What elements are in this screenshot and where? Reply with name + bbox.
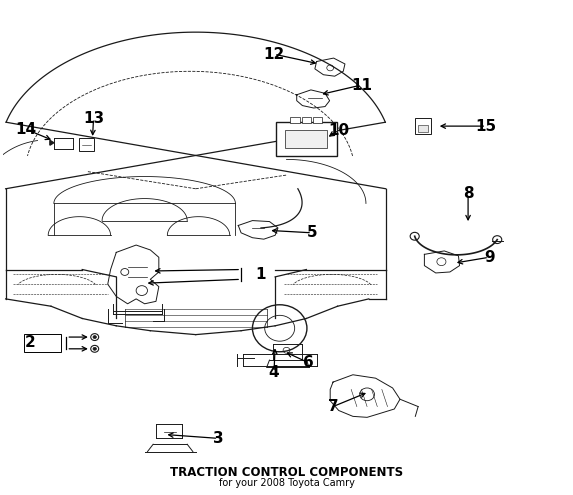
Text: 6: 6 <box>303 355 313 370</box>
Text: 13: 13 <box>83 111 104 126</box>
Text: 10: 10 <box>328 123 350 138</box>
Text: 1: 1 <box>256 267 266 282</box>
Text: 15: 15 <box>476 119 497 134</box>
Text: TRACTION CONTROL COMPONENTS: TRACTION CONTROL COMPONENTS <box>170 466 403 479</box>
Text: 9: 9 <box>484 250 494 265</box>
Circle shape <box>93 336 96 339</box>
Text: 5: 5 <box>307 225 317 240</box>
FancyBboxPatch shape <box>80 139 94 151</box>
Text: 7: 7 <box>328 399 338 414</box>
FancyBboxPatch shape <box>415 118 431 135</box>
Text: 12: 12 <box>264 47 285 62</box>
FancyBboxPatch shape <box>291 117 300 123</box>
Text: 3: 3 <box>213 431 223 446</box>
FancyBboxPatch shape <box>418 125 428 132</box>
Text: 2: 2 <box>25 336 36 350</box>
FancyBboxPatch shape <box>302 117 311 123</box>
Text: 4: 4 <box>269 365 279 380</box>
FancyBboxPatch shape <box>276 122 337 156</box>
FancyBboxPatch shape <box>313 117 322 123</box>
Text: 8: 8 <box>463 186 473 201</box>
Text: 14: 14 <box>15 122 36 137</box>
Polygon shape <box>50 140 54 145</box>
Circle shape <box>93 347 96 350</box>
Text: 11: 11 <box>351 78 372 93</box>
FancyBboxPatch shape <box>285 130 327 148</box>
Text: for your 2008 Toyota Camry: for your 2008 Toyota Camry <box>218 478 355 489</box>
FancyBboxPatch shape <box>24 334 61 352</box>
